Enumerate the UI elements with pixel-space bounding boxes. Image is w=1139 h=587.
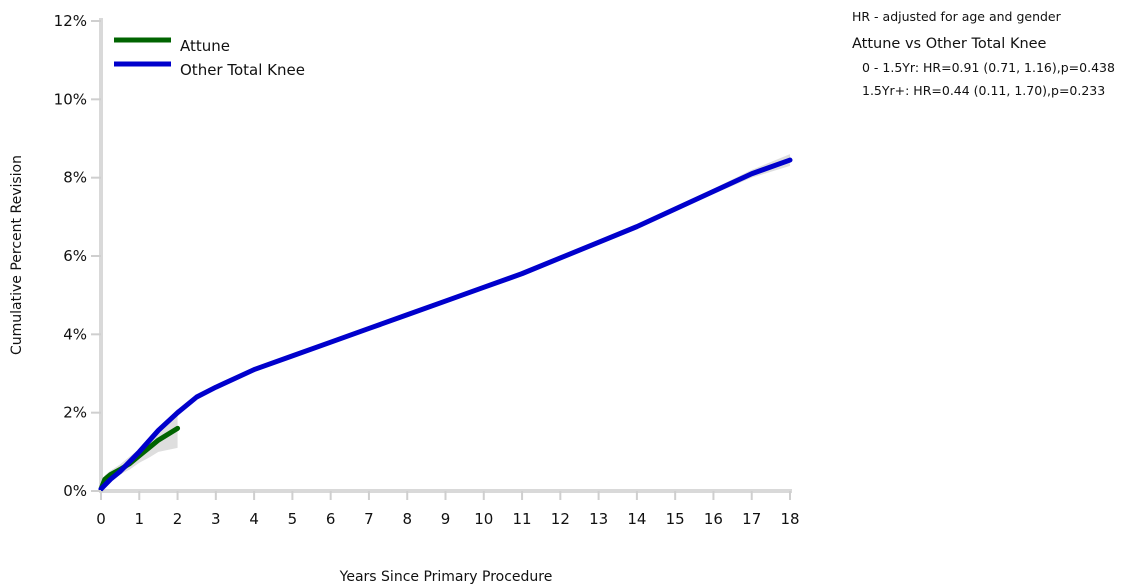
- x-tick-labels: 0 1 2 3 4 5 6 7 8 9 10 11 12 13 14 15 16 17 18: [96, 491, 800, 528]
- x-tick-label: 4: [249, 510, 259, 528]
- x-tick-label: 17: [742, 510, 761, 528]
- x-tick-label: 3: [211, 510, 221, 528]
- x-tick-label: 5: [288, 510, 298, 528]
- y-tick-label: 8%: [63, 169, 87, 187]
- y-tick-label: 0%: [63, 482, 87, 500]
- y-axis-title: Cumulative Percent Revision: [9, 155, 25, 355]
- hr-row-early: 0 - 1.5Yr: HR=0.91 (0.71, 1.16),p=0.438: [862, 60, 1115, 75]
- x-tick-label: 7: [364, 510, 374, 528]
- hr-comparison-title: Attune vs Other Total Knee: [852, 36, 1047, 52]
- x-axis-title: Years Since Primary Procedure: [339, 569, 553, 585]
- hr-adjustment-note: HR - adjusted for age and gender: [852, 9, 1061, 24]
- x-tick-label: 9: [441, 510, 451, 528]
- y-tick-label: 12%: [54, 12, 87, 30]
- x-tick-label: 12: [551, 510, 570, 528]
- legend-label-attune: Attune: [180, 37, 230, 55]
- x-tick-label: 0: [96, 510, 106, 528]
- x-tick-label: 11: [513, 510, 532, 528]
- y-tick-label: 6%: [63, 247, 87, 265]
- x-tick-label: 13: [589, 510, 608, 528]
- legend-label-other-total-knee: Other Total Knee: [180, 61, 305, 79]
- hr-row-late: 1.5Yr+: HR=0.44 (0.11, 1.70),p=0.233: [862, 83, 1106, 98]
- x-tick-label: 16: [704, 510, 723, 528]
- hazard-ratio-panel: HR - adjusted for age and gender Attune …: [852, 8, 1137, 98]
- y-tick-label: 10%: [54, 90, 87, 108]
- y-tick-label: 2%: [63, 404, 87, 422]
- y-tick-labels: 0% 2% 4% 6% 8% 10% 12%: [54, 12, 101, 500]
- series-line-other-total-knee: [98, 157, 793, 492]
- series-lines: [98, 157, 793, 492]
- x-tick-label: 18: [780, 510, 799, 528]
- x-tick-label: 1: [135, 510, 145, 528]
- legend: Attune Other Total Knee: [114, 37, 305, 79]
- x-tick-label: 6: [326, 510, 336, 528]
- x-tick-label: 10: [474, 510, 493, 528]
- x-tick-label: 8: [402, 510, 412, 528]
- x-tick-label: 15: [666, 510, 685, 528]
- x-tick-label: 2: [173, 510, 183, 528]
- x-tick-label: 14: [627, 510, 646, 528]
- y-tick-label: 4%: [63, 325, 87, 343]
